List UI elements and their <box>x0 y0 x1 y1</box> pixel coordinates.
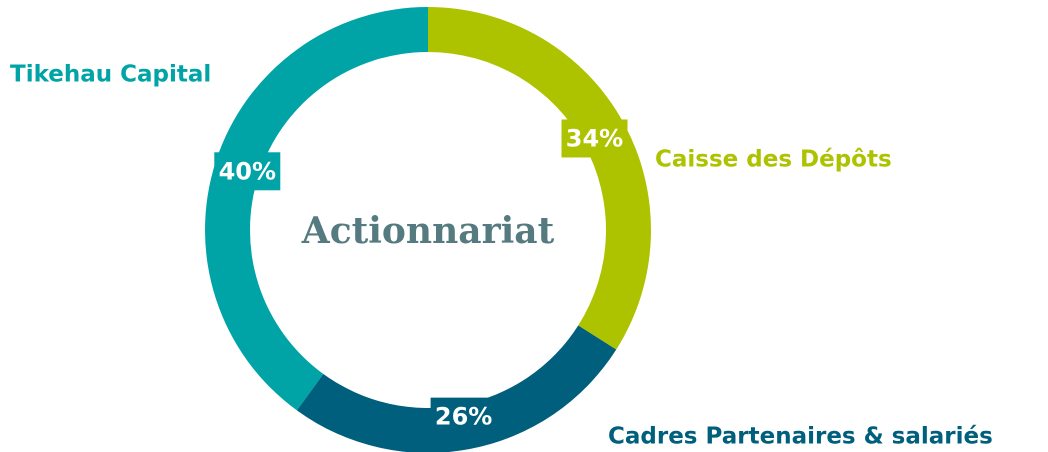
donut-slice <box>296 325 617 452</box>
donut-slice <box>428 7 651 350</box>
center-label: Actionnariat <box>301 210 555 252</box>
category-label: Cadres Partenaires & salariés <box>608 424 993 450</box>
value-label: 40% <box>219 157 276 185</box>
value-label-bg <box>430 397 497 436</box>
labels: 34% Caisse des Dépôts 26% Cadres Partenaire… <box>10 62 993 450</box>
value-label: 34% <box>566 124 623 152</box>
value-label-bg <box>214 152 281 191</box>
donut-slice <box>205 7 428 411</box>
value-label: 26% <box>435 403 492 431</box>
category-label: Caisse des Dépôts <box>655 147 892 173</box>
category-label: Tikehau Capital <box>10 62 211 88</box>
value-label-bg <box>561 119 628 158</box>
